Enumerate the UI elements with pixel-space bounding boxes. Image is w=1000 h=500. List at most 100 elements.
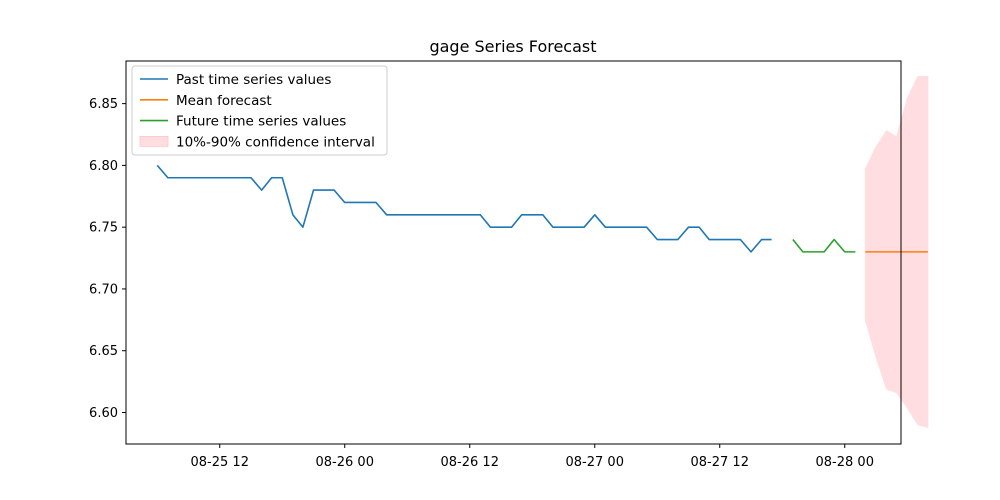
past-time-series-values-point	[271, 177, 273, 179]
past-time-series-values-point	[563, 226, 565, 228]
x-tick-label: 08-27 00	[566, 455, 624, 470]
y-tick-label: 6.60	[89, 406, 118, 421]
legend-label: Mean forecast	[176, 93, 272, 109]
mean-forecast-point	[927, 251, 929, 253]
past-time-series-values-point	[250, 177, 252, 179]
chart-title: gage Series Forecast	[429, 37, 596, 56]
y-tick-label: 6.75	[89, 221, 118, 236]
x-tick-label: 08-26 12	[441, 455, 499, 470]
past-time-series-values-point	[469, 214, 471, 216]
past-time-series-values-point	[594, 214, 596, 216]
legend-label: Future time series values	[176, 114, 346, 130]
legend-label: 10%-90% confidence interval	[176, 134, 375, 150]
past-time-series-values-point	[750, 251, 752, 253]
past-time-series-values-point	[552, 226, 554, 228]
future-time-series-values-point	[792, 239, 794, 241]
past-time-series-values-point	[177, 177, 179, 179]
past-time-series-values-point	[542, 214, 544, 216]
x-tick-label: 08-28 00	[816, 455, 874, 470]
axes: 6.60 6.65 6.70 6.75 6.80 6.85 08-25 12 08-26 00…	[89, 60, 902, 470]
past-time-series-values-point	[729, 239, 731, 241]
past-time-series-values-point	[281, 177, 283, 179]
past-time-series-values-point	[156, 164, 158, 166]
past-time-series-values-point	[406, 214, 408, 216]
past-time-series-values-point	[417, 214, 419, 216]
future-time-series-values-point	[823, 251, 825, 253]
past-time-series-values-line	[156, 164, 772, 253]
future-time-series-values-point	[813, 251, 815, 253]
past-time-series-values-point	[302, 226, 304, 228]
future-time-series-values-point	[802, 251, 804, 253]
past-time-series-values-point	[604, 226, 606, 228]
past-time-series-values-point	[636, 226, 638, 228]
past-time-series-values-point	[167, 177, 169, 179]
past-time-series-values-point	[188, 177, 190, 179]
mean-forecast-point	[864, 251, 866, 253]
past-time-series-values-point	[667, 239, 669, 241]
past-time-series-values-point	[386, 214, 388, 216]
past-time-series-values-point	[229, 177, 231, 179]
past-time-series-values-point	[761, 239, 763, 241]
past-time-series-values-point	[375, 201, 377, 203]
mean-forecast-point	[875, 251, 877, 253]
past-time-series-values-point	[688, 226, 690, 228]
past-time-series-values-point	[531, 214, 533, 216]
past-time-series-values-point	[500, 226, 502, 228]
past-time-series-values-point	[261, 189, 263, 191]
plot-area	[156, 75, 929, 428]
x-tick-label: 08-25 12	[191, 455, 249, 470]
past-time-series-values-point	[614, 226, 616, 228]
x-tick-label: 08-27 12	[691, 455, 749, 470]
future-time-series-values-line	[792, 238, 856, 253]
past-time-series-values-point	[521, 214, 523, 216]
legend-box	[131, 65, 388, 156]
past-time-series-values-point	[427, 214, 429, 216]
past-time-series-values-point	[438, 214, 440, 216]
past-time-series-values-point	[479, 214, 481, 216]
mean-forecast-point	[917, 251, 919, 253]
legend-swatch	[139, 135, 169, 147]
past-time-series-values-point	[573, 226, 575, 228]
past-time-series-values-point	[656, 239, 658, 241]
past-time-series-values-point	[719, 239, 721, 241]
past-time-series-values-point	[323, 189, 325, 191]
past-time-series-values-point	[239, 177, 241, 179]
y-tick-label: 6.65	[89, 344, 118, 359]
past-time-series-values-point	[219, 177, 221, 179]
mean-forecast-point	[886, 251, 888, 253]
future-time-series-values-point	[833, 239, 835, 241]
past-time-series-values-point	[292, 214, 294, 216]
past-time-series-values-point	[511, 226, 513, 228]
y-tick-label: 6.70	[89, 282, 118, 297]
past-time-series-values-point	[489, 226, 491, 228]
past-time-series-values-point	[771, 239, 773, 241]
past-time-series-values-point	[646, 226, 648, 228]
past-time-series-values-point	[396, 214, 398, 216]
past-time-series-values-point	[198, 177, 200, 179]
past-time-series-values-point	[677, 239, 679, 241]
past-time-series-values-point	[344, 201, 346, 203]
x-tick-label: 08-26 00	[316, 455, 374, 470]
past-time-series-values-point	[313, 189, 315, 191]
legend-label: Past time series values	[176, 72, 331, 88]
past-time-series-values-point	[354, 201, 356, 203]
y-tick-label: 6.85	[89, 97, 118, 112]
past-time-series-values-point	[625, 226, 627, 228]
y-tick-label: 6.80	[89, 159, 118, 174]
past-time-series-values-point	[364, 201, 366, 203]
past-time-series-values-point	[448, 214, 450, 216]
past-time-series-values-point	[458, 214, 460, 216]
past-time-series-values-point	[739, 239, 741, 241]
legend: Past time series values Mean forecast Futu…	[131, 65, 388, 156]
mean-forecast-point	[906, 251, 908, 253]
past-time-series-values-point	[333, 189, 335, 191]
mean-forecast-point	[896, 251, 898, 253]
past-time-series-values-point	[708, 239, 710, 241]
future-time-series-values-point	[854, 251, 856, 253]
past-time-series-values-point	[208, 177, 210, 179]
axes-frame	[125, 60, 902, 445]
past-time-series-values-point	[698, 226, 700, 228]
future-time-series-values-point	[844, 251, 846, 253]
past-time-series-values-point	[583, 226, 585, 228]
